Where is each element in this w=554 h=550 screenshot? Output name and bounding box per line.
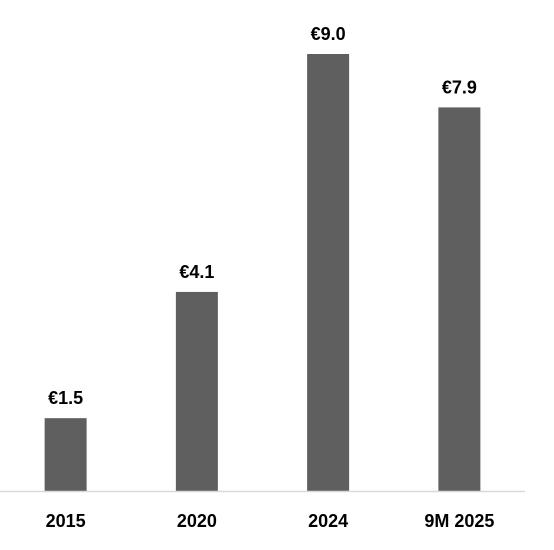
x-tick-label-9m-2025: 9M 2025	[424, 511, 494, 531]
bars-group	[44, 54, 481, 492]
data-label-2020: €4.1	[179, 262, 214, 282]
x-tick-label-2020: 2020	[177, 511, 217, 531]
x-tick-label-2015: 2015	[46, 511, 86, 531]
data-label-9m-2025: €7.9	[442, 77, 477, 97]
bar-2020	[175, 291, 218, 491]
data-label-2015: €1.5	[48, 388, 83, 408]
bar-2015	[44, 418, 87, 491]
data-label-2024: €9.0	[311, 24, 346, 44]
x-tick-labels-group: 2015 2020 2024 9M 2025	[46, 511, 495, 531]
data-labels-group: €1.5 €4.1 €9.0 €7.9	[48, 24, 477, 408]
x-tick-label-2024: 2024	[308, 511, 348, 531]
bar-2024	[307, 54, 350, 491]
bar-9m-2025	[438, 107, 481, 492]
